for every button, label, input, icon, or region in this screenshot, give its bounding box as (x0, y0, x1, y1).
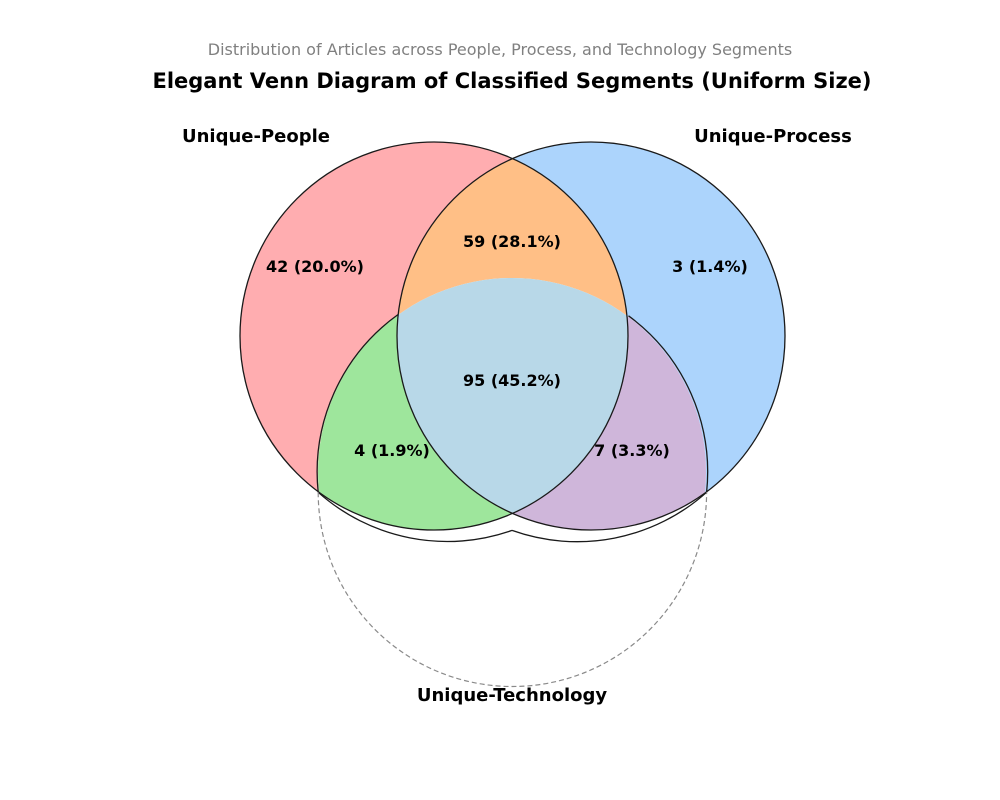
venn-region-all-three (397, 278, 628, 530)
set-label-technology: Unique-Technology (417, 685, 608, 706)
venn-regions (240, 142, 785, 530)
chart-subtitle: Distribution of Articles across People, … (208, 40, 793, 59)
venn-region-labels: 42 (20.0%) 3 (1.4%) 59 (28.1%) 4 (1.9%) 7 (3… (266, 232, 748, 460)
technology-circle-outline-dashed (317, 492, 708, 688)
set-label-people: Unique-People (182, 126, 330, 147)
region-label-people-only: 42 (20.0%) (266, 257, 364, 276)
region-label-process-only: 3 (1.4%) (672, 257, 748, 276)
region-label-process-technology: 7 (3.3%) (594, 441, 670, 460)
process-circle-outline (396, 141, 786, 531)
venn-outlines (239, 141, 786, 688)
technology-circle-outline-solid (316, 313, 709, 543)
set-label-process: Unique-Process (694, 126, 852, 147)
chart-title: Elegant Venn Diagram of Classified Segme… (152, 69, 871, 93)
people-circle-outline (239, 141, 629, 531)
region-label-people-process: 59 (28.1%) (463, 232, 561, 251)
region-label-people-technology: 4 (1.9%) (354, 441, 430, 460)
region-label-all-three: 95 (45.2%) (463, 371, 561, 390)
